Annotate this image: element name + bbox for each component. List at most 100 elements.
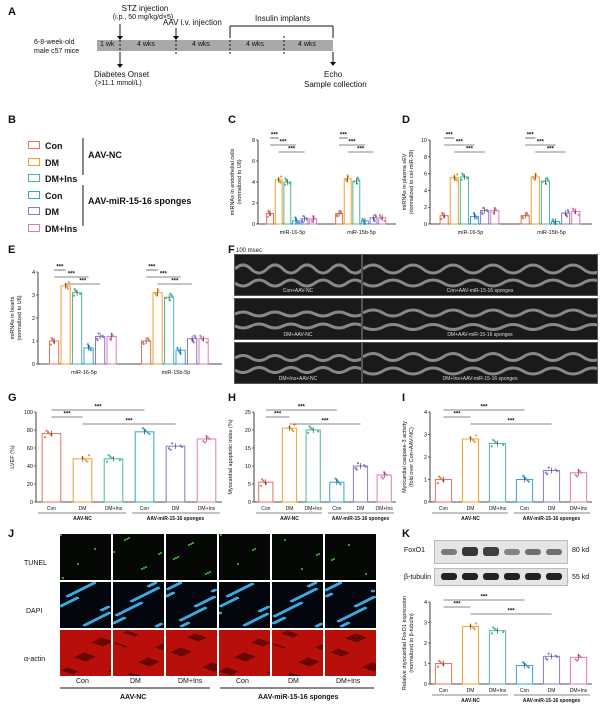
micrograph-tile <box>325 630 376 676</box>
fiber <box>334 649 348 655</box>
kd-80: 80 kd <box>572 547 590 554</box>
fiber <box>204 665 217 671</box>
fiber <box>362 666 376 672</box>
bracket-aav-nc: AAV-NC <box>88 150 122 160</box>
data-point <box>470 437 474 441</box>
panel-i-letter: I <box>402 392 406 404</box>
nucleus <box>234 596 240 600</box>
fiber <box>283 631 297 637</box>
data-point <box>580 471 583 474</box>
micrograph-tile <box>113 534 164 580</box>
significance-label: *** <box>274 412 282 418</box>
significance-label: *** <box>456 140 464 146</box>
nucleus <box>60 534 62 536</box>
data-point <box>263 481 266 484</box>
micrograph-tile <box>60 630 111 676</box>
blot-label-foxo1: FoxO1 <box>404 547 426 554</box>
fiber <box>82 652 96 658</box>
data-point <box>155 294 158 297</box>
fiber <box>114 642 128 648</box>
data-point <box>107 454 110 457</box>
nucleus <box>62 577 64 579</box>
chart-h: 0 5 10 15 20 25 Myocardial apoptotic index (%)… <box>228 405 396 522</box>
data-point <box>384 472 387 475</box>
data-point <box>494 628 498 632</box>
onset-threshold: (>11.1 mmol/L) <box>95 80 142 87</box>
data-point <box>436 482 439 485</box>
data-point <box>75 290 78 294</box>
nucleus <box>362 606 368 610</box>
fiber <box>170 651 184 657</box>
y-axis-label: (normalized to β-tubulin) <box>409 613 415 673</box>
legend-label: DM+Ins <box>45 223 78 234</box>
y-tick-label: 4 <box>32 270 35 276</box>
y-tick-label: 10 <box>245 464 251 470</box>
significance-label: *** <box>547 147 555 153</box>
data-point <box>521 661 525 664</box>
data-point <box>385 473 388 477</box>
significance-label: *** <box>446 133 454 139</box>
significance-label: *** <box>453 412 461 418</box>
data-point <box>259 484 262 487</box>
micrograph-texture <box>272 630 323 676</box>
data-point <box>544 657 547 660</box>
y-axis-label: Relative myocardial FoxO1 expression <box>402 596 408 690</box>
data-point <box>171 295 174 298</box>
nucleus <box>141 568 143 570</box>
x-group-label: DM+Ins <box>489 506 507 512</box>
data-point <box>547 466 550 469</box>
data-point <box>554 654 557 657</box>
kd-55: 55 kd <box>572 574 590 581</box>
chart-g: 0 20 40 60 80 100 LVEF (%) Con DM DM+Ins Con DM DM+I… <box>10 405 222 522</box>
panel-e-letter: E <box>8 244 16 256</box>
mice-label-2: male c57 mice <box>34 48 80 55</box>
y-tick-label: 2 <box>424 455 427 461</box>
fiber <box>65 667 79 673</box>
nucleus <box>318 553 320 555</box>
bar <box>165 445 186 503</box>
y-tick-label: 2 <box>424 641 427 647</box>
micrograph-texture <box>272 582 323 628</box>
y-tick-label: 80 <box>27 428 33 434</box>
x-group-label: DM <box>548 506 556 512</box>
data-point <box>521 217 525 220</box>
fiber <box>76 655 90 661</box>
y-axis-label: miRNAs in plasma sEV <box>402 153 408 210</box>
significance-label: *** <box>340 133 348 139</box>
data-point <box>556 470 559 473</box>
y-tick-label: 1 <box>424 662 427 668</box>
legend-swatch <box>28 141 40 149</box>
micrograph-tile <box>166 534 217 580</box>
fiber <box>347 636 361 642</box>
j-group-con: Con <box>76 678 89 685</box>
data-point <box>142 342 145 346</box>
significance-label: *** <box>171 279 179 285</box>
bar <box>274 179 283 225</box>
data-point <box>577 213 580 216</box>
blot-label-tubulin: β-tubulin <box>404 574 431 581</box>
fiber <box>225 667 239 673</box>
data-point <box>310 428 314 431</box>
data-point <box>336 480 340 483</box>
echo-label: Echo <box>324 70 343 79</box>
micrograph-tile <box>219 582 270 628</box>
data-point <box>470 625 474 628</box>
fiber <box>332 650 346 656</box>
segment-4: 4 wks <box>246 41 264 48</box>
fiber <box>189 635 203 641</box>
nucleus <box>185 621 191 625</box>
data-point <box>363 464 366 467</box>
data-point <box>490 445 493 448</box>
nucleus <box>312 582 318 585</box>
y-tick-label: 15 <box>245 446 251 452</box>
data-point <box>578 654 582 658</box>
y-axis-label: (fold over Con+AAV-NC) <box>409 427 415 487</box>
y-axis-label: Myocardial caspase-3 activity <box>402 421 408 493</box>
panel-d-letter: D <box>402 114 410 126</box>
data-point <box>208 437 211 441</box>
data-point <box>574 473 577 477</box>
nucleus <box>105 605 111 609</box>
bar <box>72 292 83 365</box>
bar <box>461 626 480 685</box>
fiber <box>191 634 205 640</box>
